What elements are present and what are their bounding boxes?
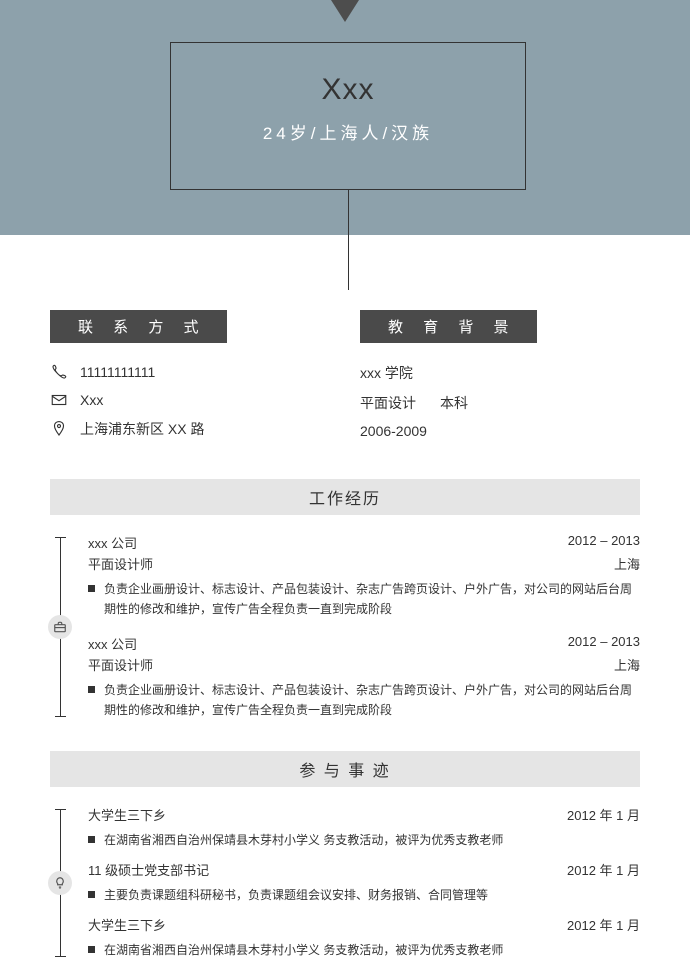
contact-email-row: Xxx	[50, 391, 330, 409]
activity-item: 大学生三下乡 2012 年 1 月 在湖南省湘西自治州保靖县木芽村小学义 务支教…	[88, 915, 640, 960]
activity-item: 11 级硕士党支部书记 2012 年 1 月 主要负责课题组科研秘书，负责课题组…	[88, 860, 640, 905]
contact-column: 联 系 方 式 11111111111 Xxx 上海浦东新区 XX 路	[50, 310, 330, 449]
header-background: Xxx 24岁/上海人/汉族	[0, 0, 690, 235]
top-triangle-icon	[331, 0, 359, 22]
work-role: 平面设计师	[88, 554, 153, 573]
activity-date: 2012 年 1 月	[567, 805, 640, 824]
education-column: 教 育 背 景 xxx 学院 平面设计 本科 2006-2009	[360, 310, 640, 449]
work-role: 平面设计师	[88, 655, 153, 674]
contact-phone-row: 11111111111	[50, 363, 330, 381]
work-item: xxx 公司 2012 – 2013 平面设计师 上海 负责企业画册设计、标志设…	[88, 634, 640, 721]
briefcase-icon	[48, 615, 72, 639]
education-degree: 本科	[440, 395, 468, 411]
name-box: Xxx 24岁/上海人/汉族	[170, 42, 526, 190]
work-company: xxx 公司	[88, 634, 137, 653]
activities-section-bar: 参 与 事 迹	[50, 751, 640, 787]
education-major: 平面设计	[360, 395, 416, 411]
content-area: 联 系 方 式 11111111111 Xxx 上海浦东新区 XX 路 教 育 …	[0, 235, 690, 961]
education-major-degree: 平面设计 本科	[360, 393, 640, 413]
activity-bullet: 在湖南省湘西自治州保靖县木芽村小学义 务支教活动，被评为优秀支教老师	[88, 830, 640, 850]
activity-item: 大学生三下乡 2012 年 1 月 在湖南省湘西自治州保靖县木芽村小学义 务支教…	[88, 805, 640, 850]
name-text: Xxx	[171, 73, 525, 107]
activity-date: 2012 年 1 月	[567, 915, 640, 934]
email-text: Xxx	[80, 392, 103, 408]
subtitle-text: 24岁/上海人/汉族	[171, 119, 525, 144]
education-period: 2006-2009	[360, 423, 640, 439]
activity-title: 大学生三下乡	[88, 915, 166, 934]
activity-bullet: 主要负责课题组科研秘书，负责课题组会议安排、财务报销、合同管理等	[88, 885, 640, 905]
work-location: 上海	[614, 554, 640, 573]
work-bullet: 负责企业画册设计、标志设计、产品包装设计、杂志广告跨页设计、户外广告，对公司的网…	[88, 579, 640, 620]
location-icon	[50, 420, 68, 438]
contact-address-row: 上海浦东新区 XX 路	[50, 419, 330, 439]
work-period: 2012 – 2013	[568, 533, 640, 552]
education-section-label: 教 育 背 景	[360, 310, 537, 343]
work-bullet: 负责企业画册设计、标志设计、产品包装设计、杂志广告跨页设计、户外广告，对公司的网…	[88, 680, 640, 721]
activities-timeline: 大学生三下乡 2012 年 1 月 在湖南省湘西自治州保靖县木芽村小学义 务支教…	[50, 805, 640, 961]
address-text: 上海浦东新区 XX 路	[80, 419, 204, 439]
top-columns: 联 系 方 式 11111111111 Xxx 上海浦东新区 XX 路 教 育 …	[50, 310, 640, 449]
education-school: xxx 学院	[360, 363, 640, 383]
activity-title: 11 级硕士党支部书记	[88, 860, 209, 879]
phone-icon	[50, 363, 68, 381]
activity-bullet: 在湖南省湘西自治州保靖县木芽村小学义 务支教活动，被评为优秀支教老师	[88, 940, 640, 960]
activity-title: 大学生三下乡	[88, 805, 166, 824]
work-period: 2012 – 2013	[568, 634, 640, 653]
contact-section-label: 联 系 方 式	[50, 310, 227, 343]
vertical-connector-line	[348, 190, 349, 290]
mail-icon	[50, 391, 68, 409]
phone-text: 11111111111	[80, 364, 155, 380]
work-company: xxx 公司	[88, 533, 137, 552]
work-section-bar: 工作经历	[50, 479, 640, 515]
work-item: xxx 公司 2012 – 2013 平面设计师 上海 负责企业画册设计、标志设…	[88, 533, 640, 620]
lightbulb-icon	[48, 871, 72, 895]
activity-date: 2012 年 1 月	[567, 860, 640, 879]
work-timeline: xxx 公司 2012 – 2013 平面设计师 上海 负责企业画册设计、标志设…	[50, 533, 640, 721]
work-location: 上海	[614, 655, 640, 674]
